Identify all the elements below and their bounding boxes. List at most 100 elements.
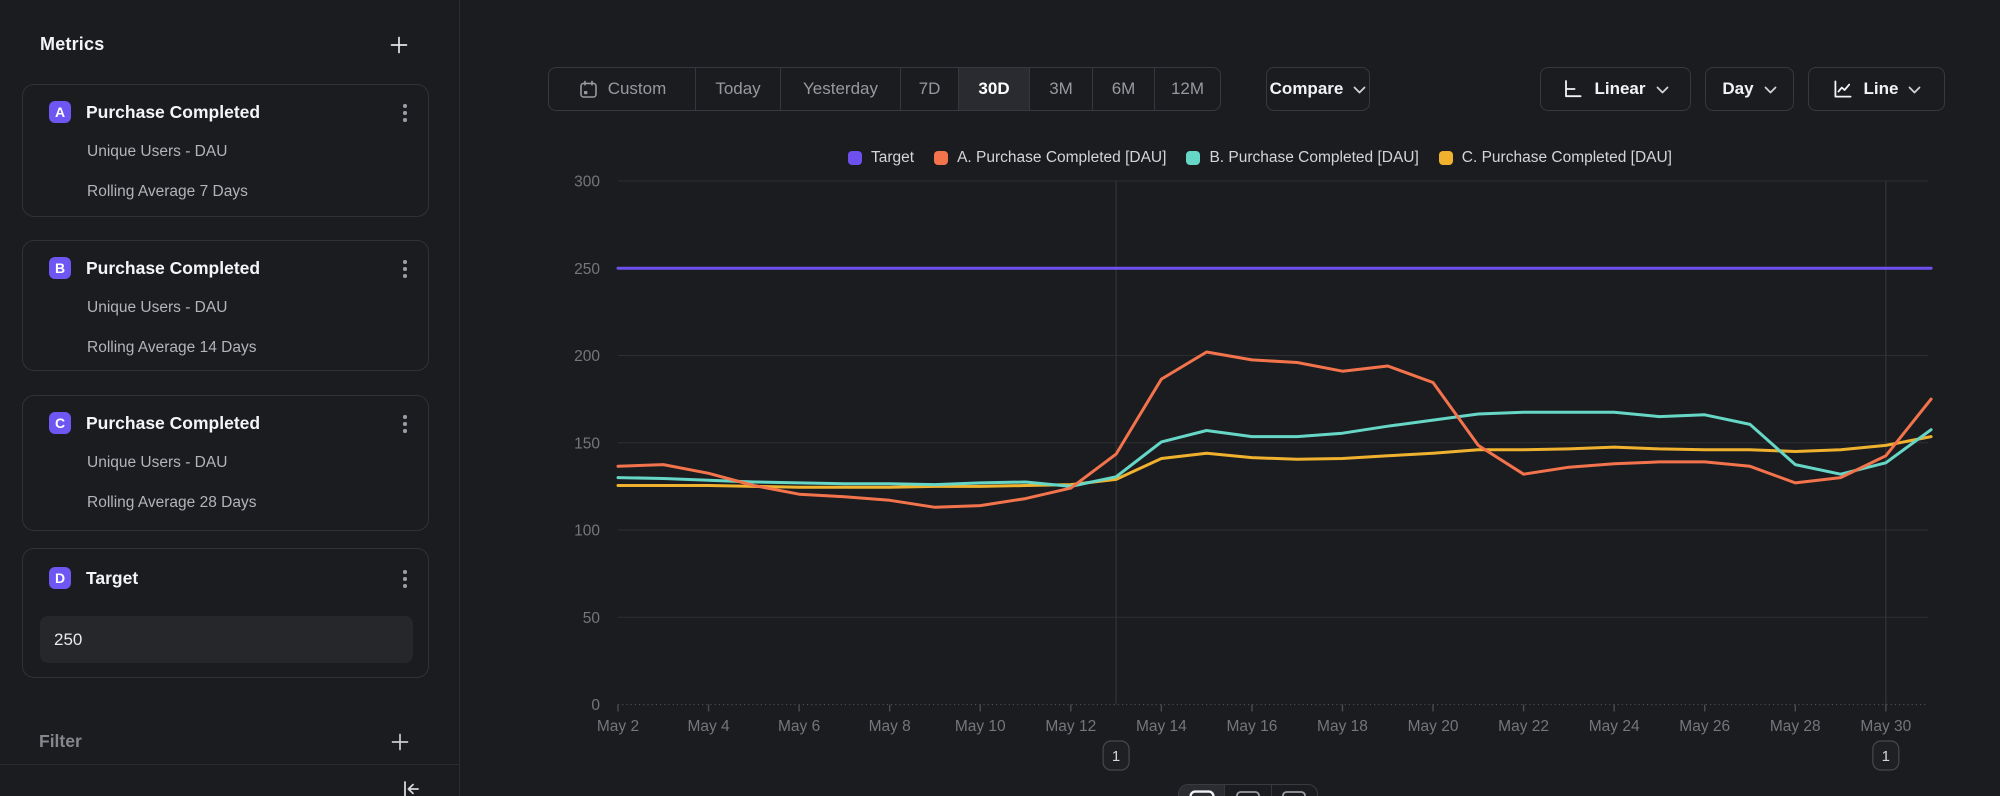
linear-scale-icon	[1565, 80, 1582, 98]
legend-item-b[interactable]: B. Purchase Completed [DAU]	[1186, 149, 1419, 167]
tab-3m[interactable]: 3M	[1029, 68, 1092, 110]
plus-icon	[390, 36, 408, 54]
svg-text:100: 100	[574, 523, 600, 540]
tab-today[interactable]: Today	[695, 68, 780, 110]
svg-text:May 22: May 22	[1498, 718, 1549, 735]
line-chart-icon	[1834, 80, 1852, 98]
kebab-menu-icon[interactable]	[393, 412, 417, 436]
metric-title: Purchase Completed	[86, 258, 261, 278]
svg-text:300: 300	[574, 174, 600, 191]
metric-measure: Unique Users - DAU	[87, 454, 228, 471]
chart-type-select-button[interactable]: Line	[1808, 67, 1945, 111]
metrics-heading: Metrics	[40, 34, 105, 54]
tab-label: 30D	[978, 79, 1010, 98]
metric-title: Purchase Completed	[86, 102, 261, 122]
metric-letter-badge: C	[49, 412, 71, 434]
sidebar-footer-divider	[0, 764, 459, 765]
tab-label: 7D	[918, 79, 941, 98]
legend-item-c[interactable]: C. Purchase Completed [DAU]	[1438, 149, 1672, 167]
metric-card-b[interactable]: B Purchase Completed Unique Users - DAU …	[22, 240, 429, 371]
view-details-button[interactable]	[1270, 785, 1317, 796]
legend-swatch	[848, 151, 862, 165]
tab-12m[interactable]: 12M	[1154, 68, 1220, 110]
tab-label: 6M	[1111, 79, 1136, 98]
metrics-sidebar: Metrics A Purchase Completed Unique User…	[0, 0, 460, 796]
legend-swatch	[1438, 151, 1453, 165]
compare-button[interactable]: Compare	[1266, 67, 1370, 111]
date-range-tabs: Custom Today Yesterday 7D 30D 3M 6M 12M	[548, 67, 1221, 111]
svg-text:May 12: May 12	[1045, 718, 1096, 735]
plus-icon	[391, 733, 409, 751]
metric-card-a[interactable]: A Purchase Completed Unique Users - DAU …	[22, 84, 429, 217]
target-card[interactable]: D Target	[22, 548, 429, 678]
chevron-down-icon	[1764, 86, 1776, 94]
svg-text:May 10: May 10	[955, 718, 1006, 735]
chart-view-icon	[1189, 790, 1215, 796]
tab-label: Yesterday	[803, 79, 878, 98]
tab-label: Today	[715, 79, 761, 98]
legend-label: C. Purchase Completed [DAU]	[1461, 149, 1672, 166]
collapse-left-icon	[404, 781, 419, 796]
tab-yesterday[interactable]: Yesterday	[780, 68, 900, 110]
collapse-sidebar-button[interactable]	[401, 779, 421, 796]
calendar-icon	[579, 80, 597, 98]
tab-7d[interactable]: 7D	[900, 68, 958, 110]
annotation-badge[interactable]: 1	[1872, 740, 1900, 771]
chevron-down-icon	[1353, 86, 1366, 94]
metric-measure: Unique Users - DAU	[87, 299, 228, 316]
chart-type-label: Line	[1863, 79, 1899, 98]
svg-text:May 6: May 6	[778, 718, 820, 735]
metric-rolling-average: Rolling Average 28 Days	[87, 494, 257, 511]
legend-label: A. Purchase Completed [DAU]	[957, 149, 1167, 166]
kebab-menu-icon[interactable]	[393, 101, 417, 125]
metric-measure: Unique Users - DAU	[87, 143, 228, 160]
legend-item-a[interactable]: A. Purchase Completed [DAU]	[934, 149, 1166, 167]
target-value-input[interactable]	[40, 616, 413, 663]
svg-text:50: 50	[583, 610, 601, 627]
legend-item-target[interactable]: Target	[848, 149, 914, 167]
granularity-label: Day	[1722, 79, 1754, 98]
scale-select-button[interactable]: Linear	[1540, 67, 1691, 111]
legend-label: Target	[871, 149, 915, 166]
granularity-select-button[interactable]: Day	[1705, 67, 1794, 111]
svg-text:May 14: May 14	[1136, 718, 1187, 735]
add-metric-button[interactable]	[389, 35, 409, 55]
view-switcher	[1178, 784, 1318, 796]
svg-text:May 18: May 18	[1317, 718, 1368, 735]
metric-rolling-average: Rolling Average 7 Days	[87, 183, 248, 200]
svg-text:1: 1	[1882, 748, 1890, 765]
chevron-down-icon	[1656, 86, 1668, 94]
svg-text:May 8: May 8	[869, 718, 911, 735]
tab-label: 3M	[1049, 79, 1073, 98]
kebab-menu-icon[interactable]	[393, 257, 417, 281]
svg-text:May 16: May 16	[1226, 718, 1277, 735]
chart-panel: Custom Today Yesterday 7D 30D 3M 6M 12M …	[460, 0, 2000, 796]
add-filter-button[interactable]	[390, 732, 410, 752]
svg-text:May 20: May 20	[1408, 718, 1459, 735]
svg-text:May 28: May 28	[1770, 718, 1821, 735]
svg-text:200: 200	[574, 348, 600, 365]
metric-letter-badge: D	[49, 567, 71, 589]
metric-title: Purchase Completed	[86, 413, 261, 433]
view-table-button[interactable]	[1224, 785, 1270, 796]
metric-rolling-average: Rolling Average 14 Days	[87, 339, 257, 356]
tab-label: Custom	[607, 79, 667, 98]
tab-30d[interactable]: 30D	[958, 68, 1029, 110]
chevron-down-icon	[1909, 86, 1921, 94]
kebab-menu-icon[interactable]	[393, 567, 417, 591]
metric-card-c[interactable]: C Purchase Completed Unique Users - DAU …	[22, 395, 429, 531]
annotation-badge[interactable]: 1	[1102, 740, 1130, 771]
tab-custom[interactable]: Custom	[549, 68, 695, 110]
line-chart[interactable]: 0 50 100 150 200 250 300 May 2 May 4 May 6 May 8 Ma…	[460, 140, 2000, 796]
svg-text:May 24: May 24	[1589, 718, 1640, 735]
view-chart-button[interactable]	[1179, 785, 1225, 796]
metric-letter-badge: B	[49, 257, 71, 279]
metric-letter-badge: A	[49, 101, 71, 123]
svg-text:0: 0	[591, 697, 600, 714]
table-view-icon	[1236, 791, 1260, 796]
svg-text:May 30: May 30	[1860, 718, 1911, 735]
details-view-icon	[1282, 791, 1307, 796]
tab-6m[interactable]: 6M	[1092, 68, 1154, 110]
legend-swatch	[934, 151, 949, 165]
